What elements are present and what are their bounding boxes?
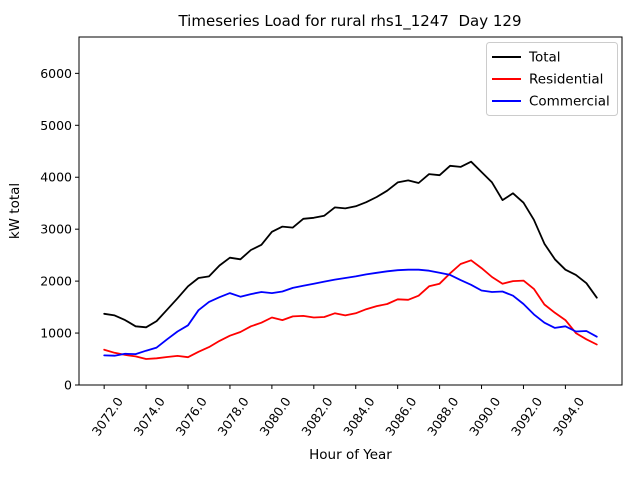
total-line [103, 160, 598, 329]
commercial-line [103, 268, 598, 357]
chart-title: Timeseries Load for rural rhs1_1247 Day … [177, 12, 521, 31]
legend-box [486, 42, 618, 116]
y-axis-label: kW total [7, 183, 23, 239]
series-lines [103, 160, 598, 360]
y-tick-label: 5000 [40, 118, 72, 133]
legend-label-total: Total [528, 50, 561, 66]
legend-label-commercial: Commercial [529, 94, 610, 110]
y-axis: 0 1000 2000 3000 4000 5000 6000 [40, 66, 79, 393]
y-tick-label: 6000 [40, 66, 72, 81]
residential-line [103, 259, 598, 360]
y-tick-label: 2000 [40, 274, 72, 289]
legend: Total Residential Commercial [486, 42, 618, 116]
legend-label-residential: Residential [529, 72, 603, 88]
y-tick-label: 3000 [40, 222, 72, 237]
y-tick-label: 1000 [40, 326, 72, 341]
x-axis-label: Hour of Year [309, 447, 392, 463]
plot-area-border [78, 36, 623, 386]
y-tick-label: 4000 [40, 170, 72, 185]
y-tick-label: 0 [64, 378, 72, 393]
